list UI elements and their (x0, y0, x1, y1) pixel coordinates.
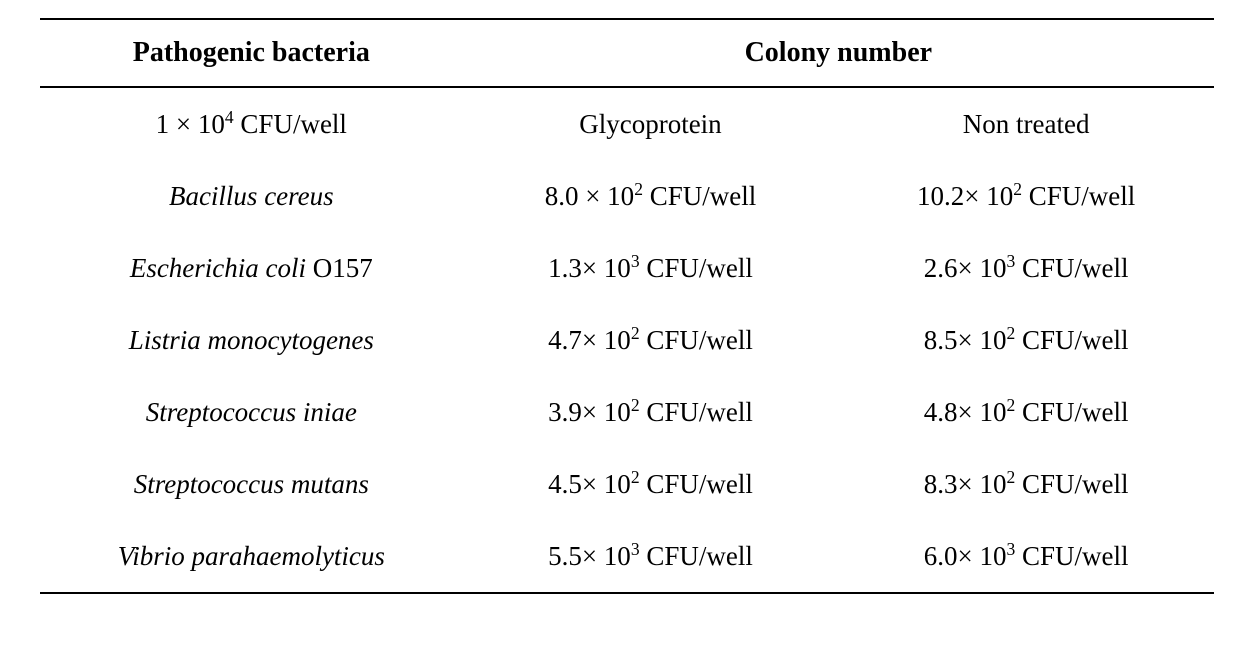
glycoprotein-value: 1.3× 103 CFU/well (463, 232, 839, 304)
bacteria-name: Listria monocytogenes (40, 304, 463, 376)
bacteria-name: Escherichia coli O157 (40, 232, 463, 304)
non-treated-value: 8.5× 102 CFU/well (838, 304, 1214, 376)
header-colony-number: Colony number (463, 19, 1214, 87)
bacteria-name: Streptococcus mutans (40, 448, 463, 520)
table-row: Listria monocytogenes 4.7× 102 CFU/well … (40, 304, 1214, 376)
bacteria-name: Vibrio parahaemolyticus (40, 520, 463, 593)
glycoprotein-value: 4.7× 102 CFU/well (463, 304, 839, 376)
conc-unit: CFU/well (234, 109, 347, 139)
glycoprotein-value: 8.0 × 102 CFU/well (463, 160, 839, 232)
non-treated-value: 10.2× 102 CFU/well (838, 160, 1214, 232)
non-treated-value: 2.6× 103 CFU/well (838, 232, 1214, 304)
table-header-row: Pathogenic bacteria Colony number (40, 19, 1214, 87)
subheader-glycoprotein: Glycoprotein (463, 87, 839, 160)
glycoprotein-value: 5.5× 103 CFU/well (463, 520, 839, 593)
table-row: Escherichia coli O157 1.3× 103 CFU/well … (40, 232, 1214, 304)
header-pathogenic-bacteria: Pathogenic bacteria (40, 19, 463, 87)
table-row: Bacillus cereus 8.0 × 102 CFU/well 10.2×… (40, 160, 1214, 232)
non-treated-value: 8.3× 102 CFU/well (838, 448, 1214, 520)
conc-base: 1 × 10 (156, 109, 225, 139)
table-container: Pathogenic bacteria Colony number 1 × 10… (0, 0, 1254, 612)
table-row: Streptococcus iniae 3.9× 102 CFU/well 4.… (40, 376, 1214, 448)
non-treated-value: 4.8× 102 CFU/well (838, 376, 1214, 448)
glycoprotein-value: 4.5× 102 CFU/well (463, 448, 839, 520)
table-subheader-row: 1 × 104 CFU/well Glycoprotein Non treate… (40, 87, 1214, 160)
bacteria-name: Streptococcus iniae (40, 376, 463, 448)
subheader-non-treated: Non treated (838, 87, 1214, 160)
table-row: Vibrio parahaemolyticus 5.5× 103 CFU/wel… (40, 520, 1214, 593)
subheader-concentration: 1 × 104 CFU/well (40, 87, 463, 160)
conc-exp: 4 (225, 107, 234, 127)
bacteria-colony-table: Pathogenic bacteria Colony number 1 × 10… (40, 18, 1214, 594)
glycoprotein-value: 3.9× 102 CFU/well (463, 376, 839, 448)
non-treated-value: 6.0× 103 CFU/well (838, 520, 1214, 593)
table-row: Streptococcus mutans 4.5× 102 CFU/well 8… (40, 448, 1214, 520)
bacteria-name: Bacillus cereus (40, 160, 463, 232)
